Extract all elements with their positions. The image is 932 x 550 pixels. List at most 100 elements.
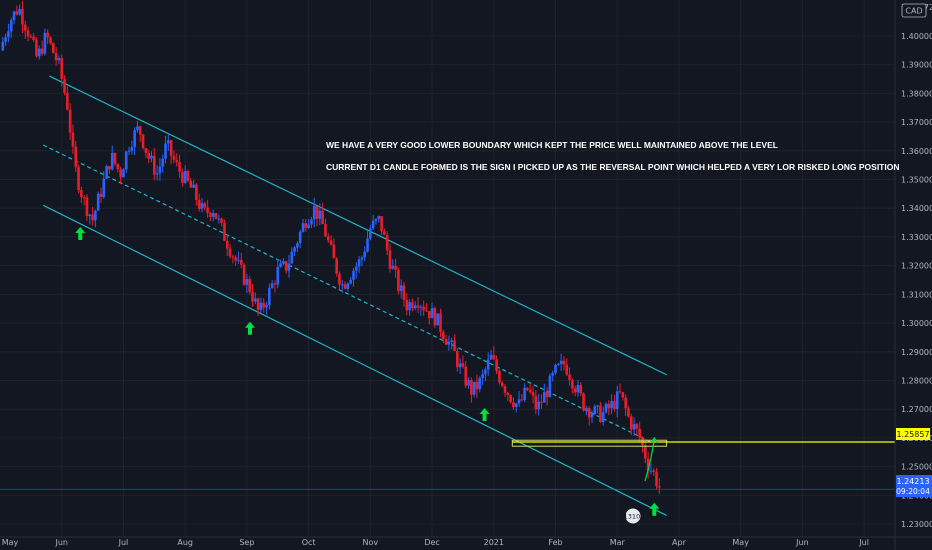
candle [453, 334, 456, 352]
candle [363, 246, 367, 262]
y-tick-label: 1.31000 [901, 290, 932, 299]
candle [214, 212, 218, 220]
candle [290, 247, 294, 264]
x-tick-label: May [2, 538, 19, 547]
signal-arrow-up-icon[interactable] [649, 502, 660, 516]
candle [450, 337, 454, 350]
candle [7, 23, 10, 43]
candle [388, 243, 392, 273]
candle [35, 37, 38, 58]
candle [402, 282, 406, 307]
candle [658, 478, 661, 494]
candle [161, 154, 165, 173]
candle [195, 183, 198, 206]
y-tick-label: 1.23000 [901, 520, 932, 529]
event-badge-icon[interactable] [624, 507, 642, 525]
candle [248, 275, 252, 295]
candle [256, 297, 260, 316]
candle [206, 199, 209, 218]
x-tick-label: Dec [424, 538, 439, 547]
channel-mid-line[interactable] [42, 144, 655, 445]
candle [9, 17, 13, 39]
candle [646, 451, 650, 479]
channel-upper-line[interactable] [49, 75, 667, 376]
candle [155, 165, 159, 181]
candle [133, 127, 136, 156]
y-tick-label: 1.27000 [901, 405, 932, 414]
channel-lower-line[interactable] [42, 204, 667, 516]
x-tick-label: Oct [302, 538, 316, 547]
candle [621, 391, 625, 401]
currency-badge[interactable] [901, 3, 927, 18]
candle [638, 421, 641, 442]
candle [355, 262, 358, 279]
candle [164, 135, 167, 164]
candle [183, 165, 187, 185]
candle [579, 381, 583, 396]
candle [321, 202, 324, 225]
annotation-line-2: CURRENT D1 CANDLE FORMED IS THE SIGN I P… [326, 162, 900, 172]
candle [102, 171, 106, 199]
support-price-label: 1.25857 [896, 430, 929, 439]
y-tick-label: 1.34000 [901, 204, 932, 213]
candle [68, 103, 72, 140]
price-channel [42, 75, 667, 516]
candle [607, 400, 611, 416]
candle [526, 387, 529, 392]
candle [593, 404, 597, 416]
current-price-label: 1.24213 [896, 477, 929, 486]
candle [21, 0, 24, 34]
candle [405, 293, 409, 316]
candle [307, 219, 310, 229]
candle [346, 282, 350, 292]
candle [262, 298, 266, 313]
y-tick-label: 1.33000 [901, 233, 932, 242]
y-tick-label: 1.37000 [901, 118, 932, 127]
time-axis[interactable]: May Jun Jul Aug Sep Oct Nov Dec 2021 Feb Mar Apr May… [0, 536, 932, 547]
candle [542, 383, 546, 403]
signal-arrow-up-icon[interactable] [244, 321, 255, 335]
candle [512, 397, 515, 410]
y-tick-label: 1.40000 [901, 32, 932, 41]
candle [237, 251, 240, 264]
candle [571, 378, 574, 394]
candle [254, 292, 257, 304]
candle [399, 279, 403, 299]
candle [37, 45, 41, 60]
candle [66, 86, 69, 111]
candle [26, 26, 30, 42]
candle [360, 255, 364, 267]
candle [596, 404, 599, 414]
signal-arrow-up-icon[interactable] [75, 227, 86, 241]
support-zone-box[interactable] [511, 439, 668, 447]
candle [301, 218, 305, 233]
countdown-label: 09:20:04 [896, 487, 930, 496]
candle [324, 218, 327, 237]
candle [251, 284, 254, 307]
candle [189, 178, 193, 188]
candle [4, 33, 7, 47]
candle [425, 303, 428, 312]
y-tick-label: 1.28000 [901, 376, 932, 385]
candle [318, 203, 322, 226]
candle [559, 353, 563, 372]
candle [60, 54, 64, 87]
candle [335, 257, 338, 277]
x-tick-label: May [732, 538, 749, 547]
y-tick-label: 1.36000 [901, 147, 932, 156]
candle [268, 283, 271, 310]
candle [649, 463, 653, 475]
candle [49, 36, 52, 45]
candle [590, 410, 594, 424]
signal-arrow-up-icon[interactable] [479, 407, 490, 421]
candle [284, 260, 288, 274]
candle [551, 370, 555, 382]
candle [304, 218, 308, 232]
x-tick-label: Sep [239, 538, 254, 547]
candle [366, 231, 369, 253]
projection-arrow[interactable] [644, 437, 655, 482]
candle [279, 259, 282, 268]
current-price-tag [896, 475, 932, 497]
candle [153, 148, 156, 181]
